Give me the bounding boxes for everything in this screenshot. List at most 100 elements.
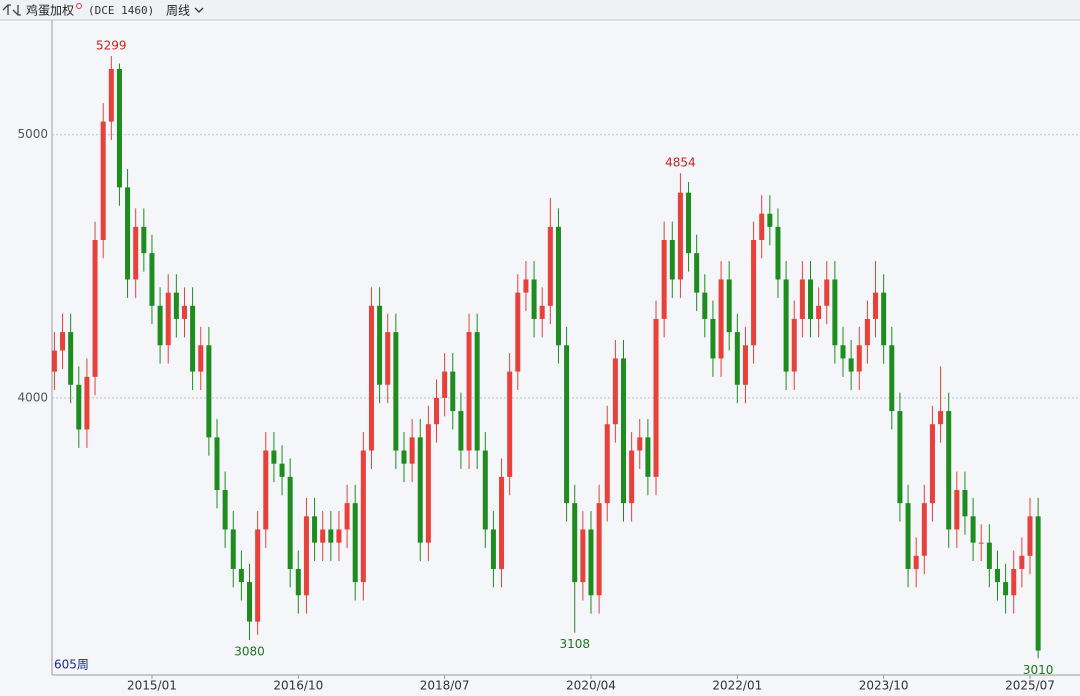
candle-body	[92, 240, 98, 377]
candle-body	[799, 279, 805, 319]
candle-body	[783, 279, 789, 372]
candle-body	[263, 450, 269, 530]
candle-body	[759, 213, 765, 240]
candle-body	[767, 213, 773, 227]
candle-body	[336, 529, 342, 543]
candle-body	[352, 503, 358, 583]
candle-body	[856, 345, 862, 372]
candle-body	[108, 68, 114, 122]
candle-body	[320, 529, 326, 543]
candle-body	[450, 371, 456, 412]
candle-body	[238, 568, 244, 583]
candle-body	[816, 305, 822, 319]
candle-body	[125, 187, 131, 280]
candle-body	[133, 226, 139, 280]
candle-body	[726, 279, 732, 333]
candle-body	[84, 376, 90, 430]
candle-body	[807, 279, 813, 319]
symbol-name: 鸡蛋加权	[26, 3, 74, 18]
candle-body	[718, 279, 724, 359]
candle-body	[230, 529, 236, 569]
candle-body	[612, 358, 618, 425]
candle-body	[255, 529, 261, 622]
candle-body	[881, 292, 887, 346]
candle-body	[141, 226, 147, 254]
candle-body	[986, 542, 992, 569]
candle-body	[775, 226, 781, 280]
candle-body	[190, 305, 196, 372]
candle-body	[181, 305, 187, 319]
candle-body	[734, 332, 740, 385]
candle-body	[572, 503, 578, 583]
candle-body	[954, 490, 960, 530]
candle-body	[76, 384, 82, 430]
candle-body	[279, 463, 285, 477]
low-label: 3010	[1023, 663, 1054, 677]
x-tick-label: 2020/04	[566, 679, 616, 693]
candle-body	[1035, 516, 1041, 651]
period-selector[interactable]: 周线	[166, 4, 190, 18]
candle-body	[173, 292, 179, 319]
candle-body	[913, 555, 919, 569]
candle-body	[458, 411, 464, 451]
candle-body	[873, 292, 879, 319]
candle-body	[921, 503, 927, 556]
candle-body	[214, 437, 220, 490]
candle-body	[742, 345, 748, 385]
period-chevron[interactable]	[194, 7, 204, 13]
candle-body	[377, 305, 383, 385]
x-tick-label: 2025/07	[1005, 679, 1055, 693]
candle-body	[442, 371, 448, 398]
candle-body	[840, 345, 846, 359]
candle-body	[474, 332, 480, 451]
candle-body	[409, 437, 415, 464]
candle-body	[303, 516, 309, 596]
candle-body	[604, 424, 610, 504]
candle-body	[149, 253, 155, 306]
candle-body	[547, 226, 553, 306]
candle-body	[60, 332, 66, 351]
candle-body	[523, 279, 529, 293]
candle-body	[1019, 555, 1025, 569]
candle-body	[629, 450, 635, 504]
candle-body	[970, 516, 976, 543]
candle-body	[198, 345, 204, 372]
candle-body	[401, 450, 407, 464]
candle-body	[929, 424, 935, 504]
candle-body	[157, 305, 163, 346]
candle-body	[116, 68, 122, 188]
candle-body	[344, 503, 350, 530]
candle-body	[295, 568, 301, 596]
candle-body	[864, 318, 870, 346]
candle-body	[889, 345, 895, 412]
candle-body	[466, 332, 472, 451]
candle-body	[661, 240, 667, 319]
candle-body	[938, 411, 944, 425]
symbol-code: (DCE 1460)	[88, 4, 154, 17]
x-tick-label: 2023/10	[859, 679, 909, 693]
candle-body	[287, 476, 293, 569]
candle-body	[751, 240, 757, 346]
candle-body	[417, 437, 423, 543]
x-tick-label: 2022/01	[712, 679, 762, 693]
candle-body	[645, 437, 651, 477]
candle-body	[368, 305, 374, 451]
candle-body	[564, 345, 570, 504]
candle-body	[515, 292, 521, 372]
candle-body	[791, 318, 797, 372]
candle-body	[490, 529, 496, 569]
high-label: 4854	[665, 156, 696, 170]
candle-body	[694, 253, 700, 293]
candle-body	[637, 437, 643, 451]
candle-body	[531, 279, 537, 319]
high-label: 5299	[96, 39, 127, 53]
candle-body	[832, 279, 838, 346]
candle-body	[222, 490, 228, 530]
switch-icon[interactable]	[2, 4, 21, 16]
candle-body	[507, 371, 513, 477]
candle-body	[482, 450, 488, 530]
candle-body	[206, 345, 212, 438]
candle-body	[946, 411, 952, 530]
candle-body	[51, 350, 57, 372]
candle-body	[555, 226, 561, 346]
